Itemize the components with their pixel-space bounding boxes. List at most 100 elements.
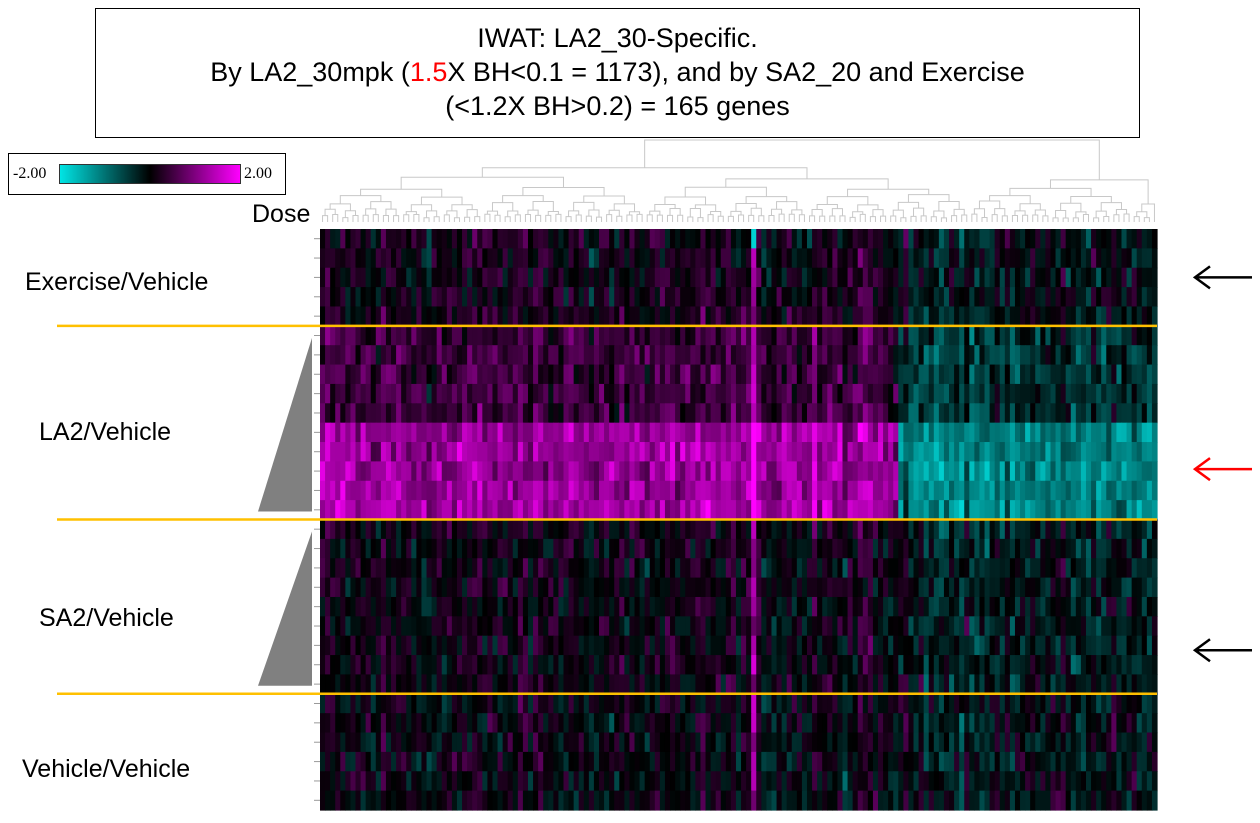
heatmap-cell	[502, 693, 509, 714]
heatmap-cell	[507, 732, 514, 753]
heatmap-cell	[497, 442, 504, 462]
heatmap-cell	[624, 596, 631, 617]
heatmap-cell	[502, 383, 509, 404]
heatmap-cell	[451, 538, 458, 559]
heatmap-cell	[360, 248, 367, 269]
heatmap-cell	[928, 655, 935, 676]
heatmap-cell	[365, 364, 372, 385]
heatmap-cell	[781, 403, 788, 424]
heatmap-cell	[1136, 306, 1143, 327]
heatmap-cell	[436, 306, 443, 327]
heatmap-cell	[735, 229, 742, 249]
heatmap-cell	[517, 325, 524, 346]
heatmap-cell	[482, 403, 488, 424]
heatmap-cell	[969, 306, 975, 327]
heatmap-cell	[568, 674, 575, 695]
heatmap-cell	[761, 655, 767, 676]
heatmap-cell	[1131, 596, 1138, 617]
heatmap-cell	[1065, 248, 1072, 269]
heatmap-cell	[340, 596, 346, 617]
heatmap-cell	[938, 771, 945, 792]
heatmap-cell	[1050, 442, 1057, 462]
heatmap-cell	[852, 500, 859, 521]
heatmap-cell	[730, 771, 737, 792]
heatmap-cell	[1014, 480, 1021, 501]
heatmap-cell	[710, 364, 717, 385]
heatmap-cell	[629, 229, 636, 249]
heatmap-cell	[396, 635, 402, 656]
heatmap-cell	[979, 596, 986, 617]
heatmap-cell	[1040, 422, 1046, 443]
heatmap-cell	[695, 500, 702, 521]
heatmap-cell	[888, 751, 894, 772]
heatmap-cell	[690, 596, 696, 617]
heatmap-cell	[862, 674, 869, 695]
dendrogram-branch	[953, 208, 965, 216]
heatmap-cell	[928, 674, 935, 695]
heatmap-cell	[664, 480, 671, 501]
heatmap-cell	[614, 751, 620, 772]
heatmap-cell	[1091, 635, 1097, 656]
heatmap-cell	[1065, 229, 1072, 249]
heatmap-cell	[1055, 442, 1062, 462]
heatmap-cell	[380, 325, 387, 346]
dendrogram-branch	[626, 214, 633, 222]
heatmap-cell	[1080, 713, 1087, 734]
heatmap-cell	[583, 635, 590, 656]
heatmap-cell	[989, 616, 996, 637]
heatmap-cell	[746, 306, 752, 327]
heatmap-cell	[908, 383, 915, 404]
heatmap-cell	[1060, 751, 1067, 772]
heatmap-cell	[593, 751, 600, 772]
heatmap-cell	[446, 635, 453, 656]
dendrogram-branch	[649, 210, 661, 216]
heatmap-cell	[507, 751, 514, 772]
heatmap-cell	[903, 442, 910, 462]
heatmap-cell	[852, 635, 859, 656]
heatmap-cell	[857, 616, 864, 637]
heatmap-cell	[888, 635, 894, 656]
heatmap-cell	[609, 713, 615, 734]
heatmap-cell	[999, 364, 1006, 385]
heatmap-cell	[588, 635, 595, 656]
heatmap-cell	[664, 558, 671, 579]
heatmap-cell	[1020, 248, 1026, 269]
heatmap-cell	[837, 442, 844, 462]
heatmap-cell	[741, 325, 747, 346]
heatmap-cell	[964, 480, 970, 501]
heatmap-cell	[984, 635, 991, 656]
heatmap-cell	[908, 674, 915, 695]
heatmap-cell	[1080, 306, 1087, 327]
heatmap-cell	[883, 538, 889, 559]
heatmap-cell	[943, 500, 950, 521]
heatmap-cell	[609, 693, 615, 714]
heatmap-cell	[436, 674, 443, 695]
heatmap-cell	[538, 461, 544, 482]
heatmap-cell	[954, 732, 960, 753]
heatmap-cell	[761, 306, 767, 327]
heatmap-cell	[984, 751, 991, 772]
heatmap-cell	[847, 229, 854, 249]
heatmap-cell	[898, 538, 904, 559]
heatmap-cell	[391, 771, 397, 792]
heatmap-cell	[482, 325, 488, 346]
heatmap-cell	[883, 519, 889, 540]
heatmap-cell	[1050, 248, 1057, 269]
heatmap-cell	[1096, 306, 1102, 327]
heatmap-cell	[538, 287, 544, 308]
heatmap-cell	[593, 306, 600, 327]
heatmap-cell	[1106, 538, 1112, 559]
heatmap-cell	[624, 771, 631, 792]
heatmap-cell	[649, 229, 656, 249]
heatmap-cell	[984, 306, 991, 327]
heatmap-cell	[1080, 345, 1087, 366]
heatmap-cell	[538, 751, 544, 772]
heatmap-cell	[690, 751, 696, 772]
heatmap-cell	[1131, 422, 1138, 443]
heatmap-cell	[822, 538, 828, 559]
heatmap-cell	[401, 442, 407, 462]
heatmap-cell	[832, 519, 839, 540]
heatmap-cell	[1096, 229, 1102, 249]
heatmap-cell	[477, 287, 483, 308]
heatmap-cell	[629, 345, 636, 366]
